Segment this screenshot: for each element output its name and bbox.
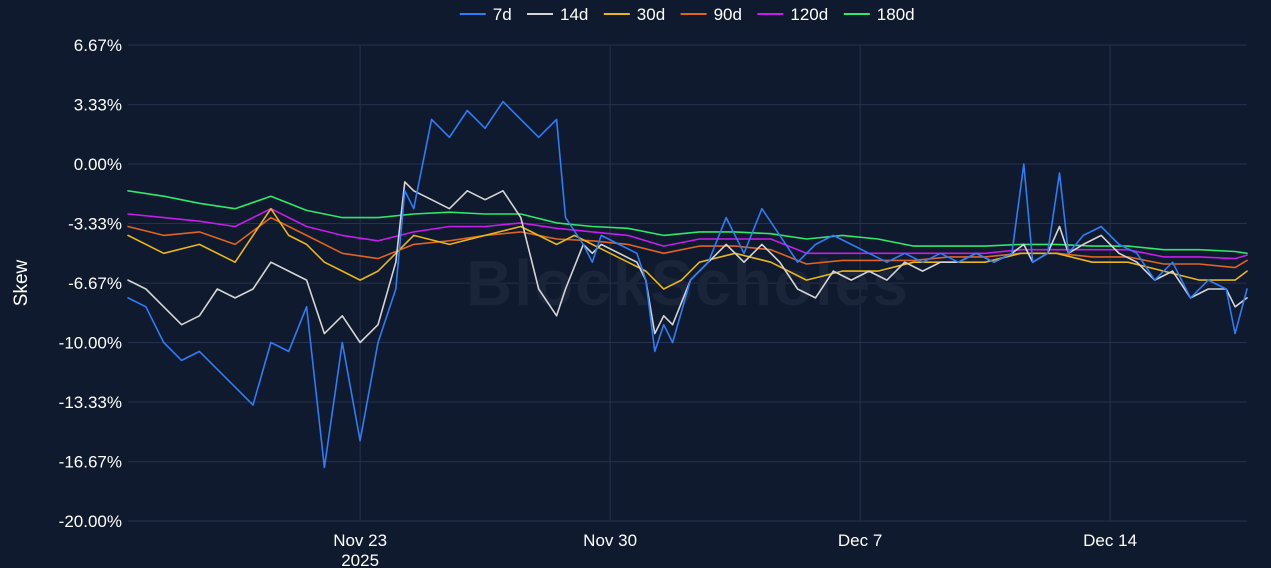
watermark: BlockScholes	[466, 247, 910, 319]
series-line-120d	[127, 207, 1248, 260]
y-tick-label: -3.33%	[68, 214, 122, 233]
y-tick-label: -13.33%	[59, 393, 122, 412]
legend-item-180d[interactable]: 180d	[843, 5, 915, 24]
y-tick-label: 6.67%	[74, 36, 122, 55]
series-lines	[127, 100, 1248, 469]
legend-label: 7d	[493, 5, 512, 24]
legend-item-30d[interactable]: 30d	[603, 5, 665, 24]
series-line-7d	[127, 100, 1248, 469]
legend-label: 120d	[790, 5, 828, 24]
x-tick-label: Dec 14	[1083, 531, 1137, 550]
y-tick-label: -6.67%	[68, 274, 122, 293]
legend-label: 14d	[560, 5, 588, 24]
y-tick-label: -20.00%	[59, 512, 122, 531]
legend-item-14d[interactable]: 14d	[527, 5, 588, 24]
series-line-90d	[127, 216, 1248, 269]
legend-label: 180d	[877, 5, 915, 24]
legend-item-7d[interactable]: 7d	[459, 5, 512, 24]
legend-item-120d[interactable]: 120d	[757, 5, 828, 24]
gridlines	[128, 44, 1247, 522]
x-tick-label: Dec 7	[838, 531, 882, 550]
legend-item-90d[interactable]: 90d	[680, 5, 742, 24]
y-tick-label: -10.00%	[59, 334, 122, 353]
series-line-14d	[127, 181, 1248, 344]
x-tick-label: Nov 23	[333, 531, 387, 550]
legend-label: 30d	[637, 5, 665, 24]
series-line-30d	[127, 207, 1248, 290]
y-tick-label: -16.67%	[59, 453, 122, 472]
x-tick-sublabel: 2025	[341, 551, 379, 568]
y-tick-label: 3.33%	[74, 96, 122, 115]
y-axis-title: Skew	[11, 259, 32, 306]
y-tick-label: 0.00%	[74, 155, 122, 174]
series-line-180d	[127, 190, 1248, 255]
legend-label: 90d	[714, 5, 742, 24]
legend[interactable]: 7d 14d 30d 90d 120d 180d	[459, 5, 915, 24]
x-tick-label: Nov 30	[583, 531, 637, 550]
y-axis: 6.67% 3.33% 0.00% -3.33% -6.67% -10.00% -13.33…	[59, 36, 122, 531]
